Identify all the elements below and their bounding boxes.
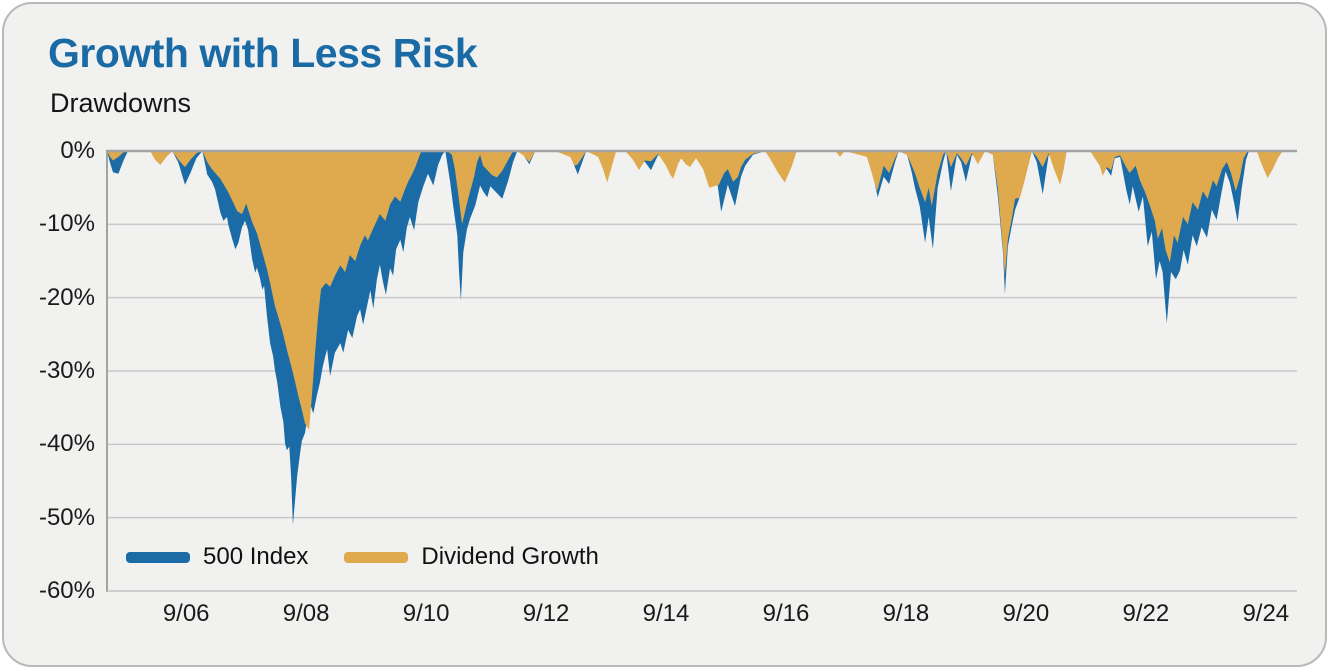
- y-axis-tick-label: -10%: [38, 210, 95, 238]
- legend-item-500-index: 500 Index: [126, 543, 308, 571]
- legend-label-dividend-growth: Dividend Growth: [421, 543, 599, 570]
- series-area-dividend-growth: [107, 151, 1297, 430]
- legend-swatch-dividend-growth: [344, 551, 409, 563]
- page-title: Growth with Less Risk: [48, 30, 478, 76]
- y-axis-tick-label: -20%: [38, 283, 95, 311]
- y-axis-tick-label: -50%: [38, 503, 95, 531]
- y-axis-tick-label: 0%: [60, 137, 95, 164]
- x-axis-tick-label: 9/22: [1122, 600, 1170, 627]
- x-axis-tick-label: 9/12: [522, 600, 570, 627]
- x-axis-tick-label: 9/08: [282, 600, 330, 627]
- x-axis-tick-label: 9/10: [402, 600, 450, 627]
- x-axis-tick-label: 9/20: [1002, 600, 1050, 627]
- chart-subtitle: Drawdowns: [50, 88, 192, 118]
- x-axis-tick-label: 9/18: [882, 600, 930, 627]
- y-axis-tick-label: -40%: [38, 430, 95, 458]
- y-axis-tick-label: -30%: [38, 357, 95, 384]
- legend-label-500-index: 500 Index: [203, 543, 309, 570]
- chart-legend: 500 Index Dividend Growth: [126, 543, 621, 571]
- x-axis-tick-label: 9/16: [762, 600, 810, 627]
- y-axis-tick-label: -60%: [38, 577, 95, 604]
- x-axis-tick-label: 9/06: [162, 600, 210, 627]
- x-axis-tick-label: 9/24: [1242, 600, 1290, 627]
- x-axis-tick-label: 9/14: [642, 600, 690, 627]
- legend-swatch-500-index: [126, 551, 190, 563]
- legend-item-dividend-growth: Dividend Growth: [344, 543, 599, 571]
